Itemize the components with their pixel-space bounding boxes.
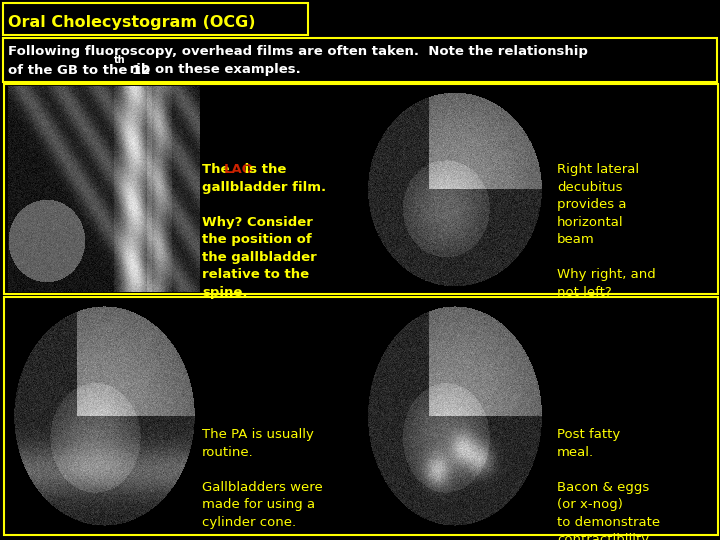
Text: routine.: routine. xyxy=(202,446,253,458)
Text: Right lateral: Right lateral xyxy=(557,163,639,176)
Text: horizontal: horizontal xyxy=(557,215,624,229)
Text: Why right, and: Why right, and xyxy=(557,268,656,281)
Text: not left?: not left? xyxy=(557,286,612,299)
Text: cylinder cone.: cylinder cone. xyxy=(202,516,296,529)
Bar xyxy=(4,84,718,294)
Text: The PA is usually: The PA is usually xyxy=(202,428,314,441)
Text: made for using a: made for using a xyxy=(202,498,315,511)
Bar xyxy=(3,3,308,35)
Text: decubitus: decubitus xyxy=(557,180,623,193)
Text: Following fluoroscopy, overhead films are often taken.  Note the relationship: Following fluoroscopy, overhead films ar… xyxy=(8,45,588,58)
Text: gallbladder film.: gallbladder film. xyxy=(202,180,326,193)
Text: the position of: the position of xyxy=(202,233,312,246)
Text: th: th xyxy=(114,55,126,65)
Bar xyxy=(4,297,718,535)
Text: Post fatty: Post fatty xyxy=(557,428,620,441)
Text: The: The xyxy=(202,163,234,176)
Text: meal.: meal. xyxy=(557,446,594,458)
Bar xyxy=(3,38,717,82)
Text: the gallbladder: the gallbladder xyxy=(202,251,317,264)
Text: Bacon & eggs: Bacon & eggs xyxy=(557,481,649,494)
Text: is the: is the xyxy=(240,163,287,176)
Text: rib on these examples.: rib on these examples. xyxy=(125,64,301,77)
Text: Why? Consider: Why? Consider xyxy=(202,215,313,229)
Text: (or x-nog): (or x-nog) xyxy=(557,498,623,511)
Text: contractibility.: contractibility. xyxy=(557,534,652,540)
Text: provides a: provides a xyxy=(557,198,626,211)
Text: Oral Cholecystogram (OCG): Oral Cholecystogram (OCG) xyxy=(8,15,256,30)
Text: beam: beam xyxy=(557,233,595,246)
Text: of the GB to the 12: of the GB to the 12 xyxy=(8,64,150,77)
Text: LAO: LAO xyxy=(224,163,254,176)
Text: Gallbladders were: Gallbladders were xyxy=(202,481,323,494)
Text: to demonstrate: to demonstrate xyxy=(557,516,660,529)
Text: spine.: spine. xyxy=(202,286,248,299)
Text: relative to the: relative to the xyxy=(202,268,309,281)
